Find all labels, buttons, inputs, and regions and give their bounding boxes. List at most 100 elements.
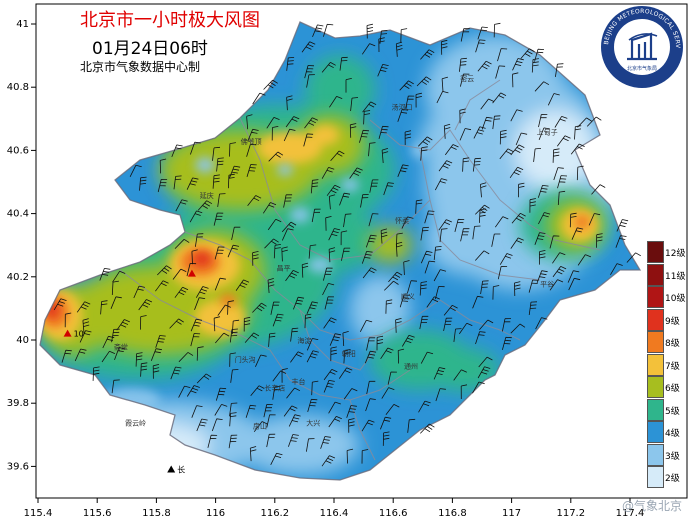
wind-barb: [250, 385, 265, 396]
wind-barb: [186, 263, 197, 277]
wind-barb: [395, 318, 402, 333]
legend-label: 10级: [665, 294, 686, 304]
y-tick-label: 39.6: [7, 461, 29, 472]
wind-barb: [306, 338, 319, 351]
wind-barb: [502, 318, 512, 332]
wind-barb: [536, 270, 548, 284]
wind-barb: [475, 39, 486, 53]
wind-barb: [213, 316, 221, 332]
wind-barb: [534, 81, 550, 92]
wind-barb: [420, 351, 434, 364]
wind-barb: [397, 109, 409, 122]
wind-barb: [368, 142, 376, 157]
wind-barb: [190, 318, 203, 332]
wind-barb: [320, 436, 331, 449]
wind-barb: [312, 24, 324, 38]
station-label: 斋堂: [114, 342, 128, 351]
wind-barb: [349, 123, 357, 138]
wind-barb: [443, 317, 453, 331]
legend-swatch: [647, 331, 664, 353]
wind-barb: [495, 65, 506, 79]
wind-barb: [329, 96, 343, 108]
station-marker-label: 长: [177, 465, 185, 475]
wind-barb: [215, 387, 227, 401]
wind-barb: [229, 328, 238, 343]
wind-barb: [272, 313, 284, 327]
wind-barb: [340, 230, 348, 246]
wind-barb: [255, 354, 267, 367]
wind-barb: [359, 129, 370, 143]
wind-barb: [213, 212, 224, 226]
wind-barb: [159, 158, 167, 174]
wind-barb: [383, 182, 394, 196]
wind-barb: [311, 208, 321, 223]
wind-barb: [365, 398, 376, 412]
wind-barb: [382, 431, 390, 446]
wind-barb: [99, 268, 111, 281]
wind-barb: [443, 123, 451, 139]
wind-barb: [512, 58, 524, 71]
wind-barb: [368, 213, 379, 227]
wind-barb: [262, 202, 277, 214]
station-label: 佛爷顶: [241, 137, 262, 146]
wind-barbs: [53, 22, 641, 467]
wind-barb: [283, 405, 298, 417]
wind-barb: [366, 23, 374, 39]
wind-barb: [189, 210, 203, 223]
wind-barb: [460, 228, 470, 242]
station-label: 上甸子: [537, 128, 558, 137]
wind-barb: [306, 438, 315, 452]
wind-barb: [395, 241, 403, 257]
wind-barb: [152, 364, 160, 379]
wind-barb: [173, 175, 182, 190]
wind-barb: [420, 423, 435, 434]
wind-barb: [229, 402, 238, 417]
station-label: 密云: [460, 74, 474, 83]
wind-barb: [480, 182, 487, 198]
wind-barb: [76, 301, 91, 313]
wind-barb: [246, 164, 257, 178]
wind-barb: [514, 281, 521, 297]
x-tick-label: 116.4: [320, 508, 349, 519]
wind-barb: [535, 317, 548, 330]
wind-barb: [547, 93, 560, 106]
wind-barb: [231, 319, 240, 335]
wind-barb: [502, 336, 512, 351]
wind-barb: [538, 114, 548, 128]
wind-barb: [419, 281, 428, 296]
wind-barb: [531, 58, 539, 73]
wind-barb: [229, 142, 236, 157]
wind-barb: [552, 252, 566, 264]
wind-barb: [497, 266, 508, 280]
wind-barb: [253, 421, 268, 433]
wind-barb: [214, 332, 230, 344]
map-title: 北京市一小时极大风图: [80, 10, 260, 31]
wind-barb: [195, 233, 204, 247]
wind-barb: [246, 114, 253, 130]
wind-barb: [509, 166, 524, 179]
legend-swatch: [647, 263, 664, 286]
wind-barb: [321, 167, 335, 179]
wind-barb: [227, 244, 240, 258]
station-marker: [63, 329, 72, 337]
wind-barb: [229, 412, 237, 427]
wind-barb: [281, 228, 294, 241]
wind-barb: [272, 386, 281, 400]
wind-barb: [140, 315, 147, 330]
wind-barb: [420, 250, 433, 264]
legend-item: 2级: [647, 466, 687, 489]
watermark: @气象北京: [621, 499, 682, 513]
wind-barb: [216, 157, 224, 172]
wind-barb: [172, 268, 187, 280]
wind-barb: [281, 368, 288, 383]
wind-barb: [303, 133, 314, 147]
wind-barb: [283, 128, 296, 142]
y-tick-label: 40: [16, 335, 29, 346]
y-tick-label: 40.2: [7, 272, 29, 283]
station-label: 平谷: [540, 279, 554, 288]
wind-barb: [385, 299, 393, 314]
wind-barb: [380, 347, 394, 360]
wind-barb: [399, 80, 414, 91]
legend-label: 7级: [665, 361, 680, 372]
wind-barb: [534, 232, 546, 245]
